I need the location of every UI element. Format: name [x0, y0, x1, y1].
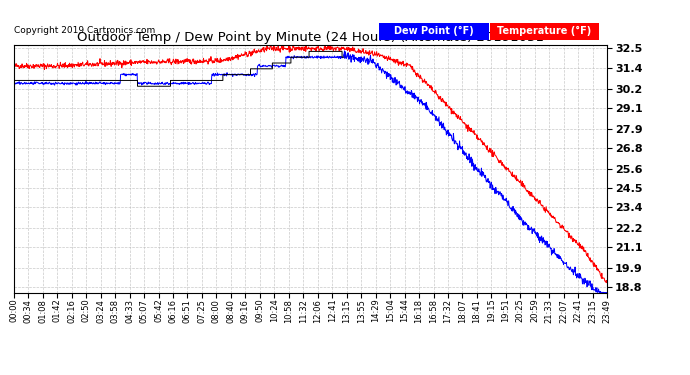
Temperature (°F) [603, 280, 611, 285]
Line: Dew Point (°F): Dew Point (°F) [14, 51, 607, 292]
Text: Dew Point (°F): Dew Point (°F) [394, 26, 473, 36]
Dew Point (°F) [403, 88, 411, 93]
Dew Point (°F) [340, 49, 348, 53]
Dew Point (°F) [481, 175, 489, 180]
Dew Point (°F) [10, 81, 18, 85]
Temperature (°F) [403, 63, 411, 68]
Title: Outdoor Temp / Dew Point by Minute (24 Hours) (Alternate) 20191031: Outdoor Temp / Dew Point by Minute (24 H… [77, 31, 544, 44]
Temperature (°F) [10, 63, 18, 68]
Dew Point (°F) [141, 80, 150, 85]
Temperature (°F) [141, 60, 150, 64]
Temperature (°F) [481, 143, 489, 148]
Dew Point (°F) [127, 72, 135, 76]
Text: Copyright 2019 Cartronics.com: Copyright 2019 Cartronics.com [14, 26, 155, 35]
Temperature (°F) [533, 196, 541, 201]
Dew Point (°F) [603, 290, 611, 295]
Temperature (°F) [321, 43, 329, 47]
FancyBboxPatch shape [379, 23, 489, 40]
Dew Point (°F) [533, 230, 541, 235]
Temperature (°F) [127, 63, 135, 68]
Temperature (°F) [208, 60, 216, 64]
Line: Temperature (°F): Temperature (°F) [14, 45, 607, 283]
Text: Temperature (°F): Temperature (°F) [497, 26, 592, 36]
Dew Point (°F) [208, 72, 216, 76]
Dew Point (°F) [595, 290, 604, 295]
FancyBboxPatch shape [490, 23, 600, 40]
